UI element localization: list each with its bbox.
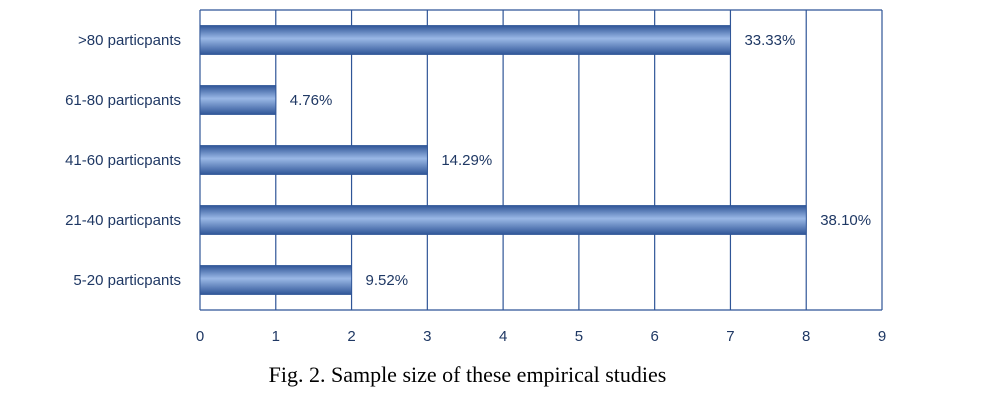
data-label-2: 14.29% [441, 152, 492, 169]
x-tick-7: 7 [726, 328, 734, 345]
x-tick-4: 4 [499, 328, 507, 345]
bar-chart: 33.33% 4.76% 14.29% 38.10% 9.52% >80 particp… [65, 9, 886, 345]
x-tick-5: 5 [575, 328, 583, 345]
category-label-1: 61-80 particpants [65, 92, 181, 109]
category-labels: >80 particpants 61-80 particpants 41-60 pa… [65, 32, 181, 289]
bars [199, 25, 807, 295]
x-tick-8: 8 [802, 328, 810, 345]
x-tick-6: 6 [650, 328, 658, 345]
x-tick-1: 1 [272, 328, 280, 345]
data-label-0: 33.33% [744, 32, 795, 49]
data-label-1: 4.76% [290, 92, 333, 109]
bar-2 [199, 145, 428, 175]
bar-3 [199, 205, 807, 235]
category-label-3: 21-40 particpants [65, 212, 181, 229]
data-label-3: 38.10% [820, 212, 871, 229]
x-tick-labels: 0 1 2 3 4 5 6 7 8 9 [196, 328, 886, 345]
figure-caption: Fig. 2. Sample size of these empirical s… [268, 362, 667, 387]
bar-1 [199, 85, 277, 115]
gridlines [199, 9, 883, 311]
category-label-4: 5-20 particpants [73, 272, 181, 289]
data-label-4: 9.52% [366, 272, 409, 289]
x-tick-3: 3 [423, 328, 431, 345]
x-tick-2: 2 [347, 328, 355, 345]
x-tick-9: 9 [878, 328, 886, 345]
category-label-0: >80 particpants [78, 32, 181, 49]
bar-4 [199, 265, 352, 295]
x-tick-0: 0 [196, 328, 204, 345]
bar-0 [199, 25, 731, 55]
category-label-2: 41-60 particpants [65, 152, 181, 169]
data-labels: 33.33% 4.76% 14.29% 38.10% 9.52% [290, 32, 871, 289]
